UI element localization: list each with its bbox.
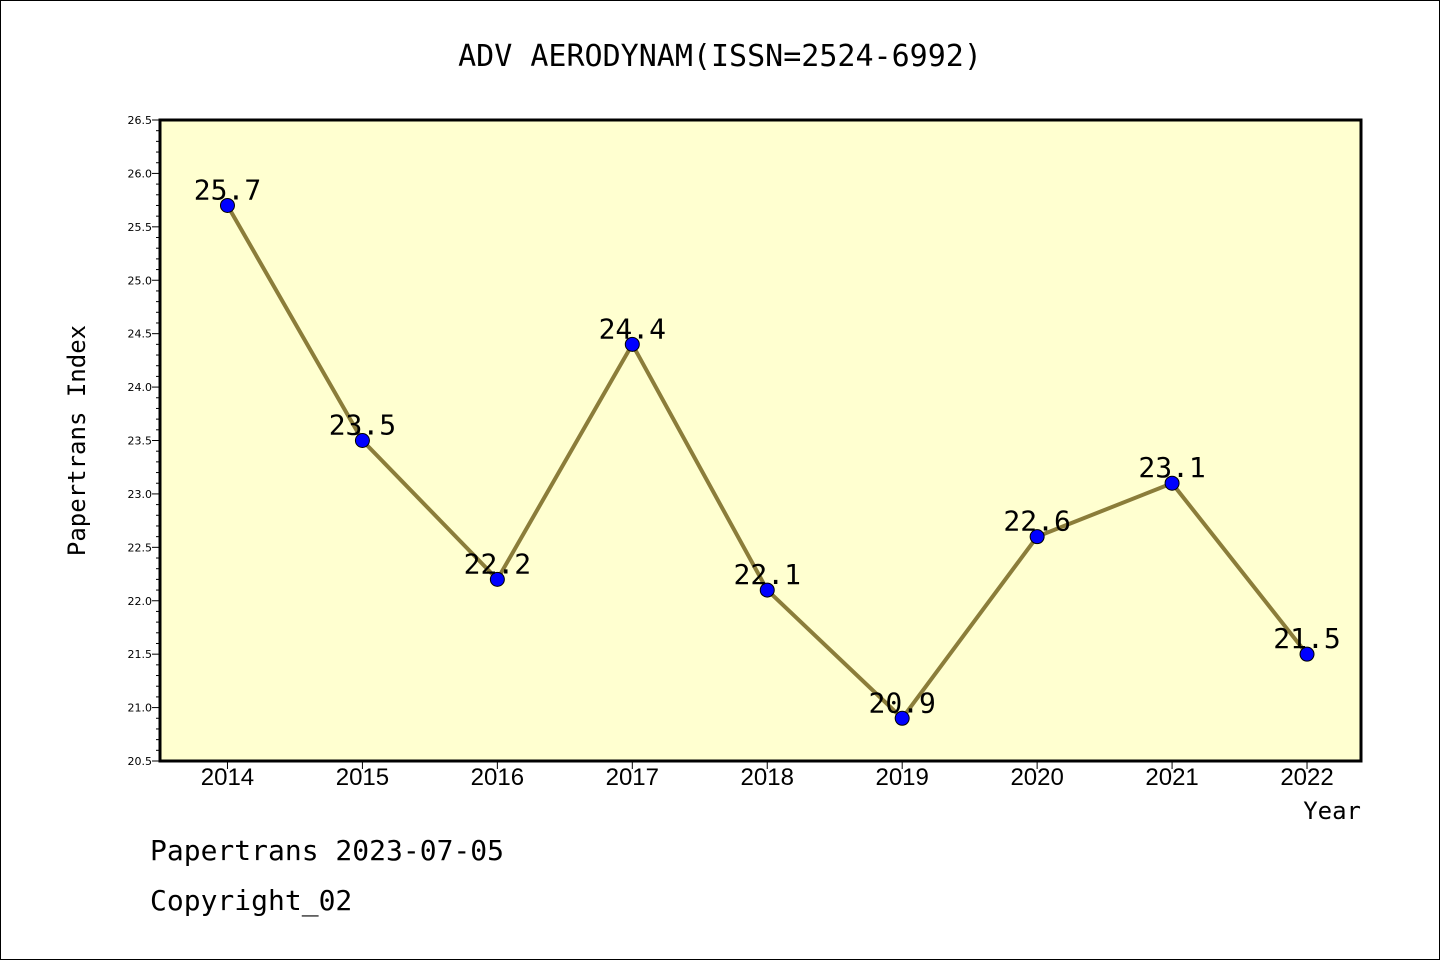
data-label: 21.5 bbox=[1273, 622, 1340, 655]
data-point bbox=[1029, 529, 1045, 545]
x-tick-label: 2020 bbox=[1010, 764, 1063, 791]
x-tick-label: 2022 bbox=[1280, 764, 1333, 791]
data-label: 22.6 bbox=[1003, 505, 1070, 538]
series-layer: 25.7 23.5 22.2 24.4 22.1 20.9 22.6 23.1 21.5 bbox=[194, 173, 1341, 726]
x-tick-label: 2019 bbox=[875, 764, 928, 791]
y-tick-label: 23.0 bbox=[128, 488, 153, 501]
data-label: 20.9 bbox=[868, 686, 935, 719]
chart-title: ADV AERODYNAM(ISSN=2524-6992) bbox=[458, 39, 982, 74]
data-label: 23.5 bbox=[329, 409, 396, 442]
data-point bbox=[1164, 475, 1180, 491]
footer-date: Papertrans 2023-07-05 bbox=[150, 834, 505, 867]
data-label: 22.1 bbox=[734, 558, 801, 591]
data-label: 24.4 bbox=[599, 312, 666, 345]
data-label: 25.7 bbox=[194, 173, 261, 206]
data-point bbox=[759, 582, 775, 598]
x-axis: 2014 2015 2016 2017 2018 2019 2020 2021 2022 bbox=[201, 761, 1334, 791]
y-axis: 20.5 21.0 21.5 22.0 22.5 23.0 23.5 24.0 24.5 25.0… bbox=[128, 114, 160, 768]
x-tick-label: 2016 bbox=[471, 764, 524, 791]
y-tick-label: 21.5 bbox=[128, 648, 153, 661]
y-tick-label: 22.5 bbox=[128, 541, 153, 554]
x-tick-label: 2021 bbox=[1145, 764, 1198, 791]
data-point bbox=[219, 197, 235, 213]
data-point bbox=[354, 433, 370, 448]
x-tick-label: 2017 bbox=[606, 764, 659, 791]
data-label: 23.1 bbox=[1138, 451, 1205, 484]
x-tick-label: 2018 bbox=[741, 764, 794, 791]
footer-copyright: Copyright_02 bbox=[150, 884, 353, 917]
y-tick-label: 22.0 bbox=[128, 595, 153, 608]
y-axis-label: Papertrans Index bbox=[63, 325, 91, 556]
x-axis-label: Year bbox=[1303, 797, 1361, 825]
x-tick-label: 2015 bbox=[336, 764, 389, 791]
data-point bbox=[624, 336, 640, 352]
data-point bbox=[489, 571, 505, 587]
data-label: 22.2 bbox=[464, 547, 531, 580]
y-tick-label: 25.0 bbox=[128, 274, 153, 287]
data-point bbox=[894, 710, 910, 726]
y-tick-label: 23.5 bbox=[128, 435, 153, 448]
y-tick-label: 21.0 bbox=[128, 702, 153, 715]
data-point bbox=[1299, 646, 1315, 662]
y-tick-label: 26.0 bbox=[128, 167, 153, 180]
y-tick-label: 26.5 bbox=[128, 114, 153, 127]
y-tick-label: 24.0 bbox=[128, 381, 153, 394]
x-tick-label: 2014 bbox=[201, 764, 254, 791]
y-tick-label: 25.5 bbox=[128, 221, 153, 234]
y-tick-label: 20.5 bbox=[128, 755, 153, 768]
y-tick-label: 24.5 bbox=[128, 328, 153, 341]
